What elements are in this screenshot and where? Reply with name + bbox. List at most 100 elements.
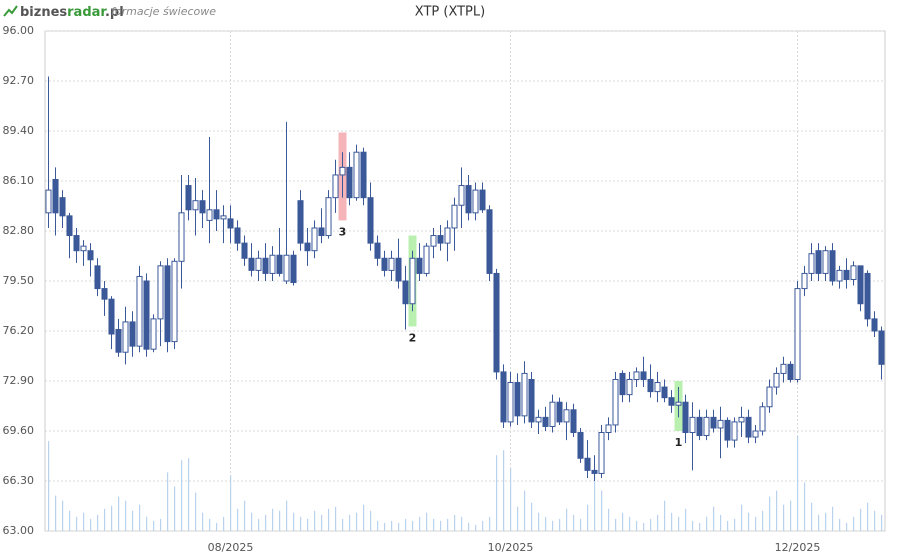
volume-bar — [482, 520, 484, 531]
chart-title: XTP (XTPL) — [415, 5, 485, 20]
volume-bar — [398, 522, 400, 531]
candle-body — [360, 151, 367, 199]
y-tick-label: 92.70 — [3, 74, 35, 87]
volume-bar — [111, 505, 113, 531]
volume-bar — [195, 492, 197, 531]
candle-body — [367, 197, 374, 244]
candle-body — [570, 409, 577, 434]
volume-bar — [118, 496, 120, 531]
candle-body — [430, 235, 437, 247]
logo-icon — [3, 5, 18, 17]
volume-bar — [132, 510, 134, 531]
volume-bar — [594, 466, 596, 531]
volume-bar — [538, 512, 540, 531]
candle-body — [283, 254, 290, 282]
volume-bar — [328, 508, 330, 531]
volume-bar — [377, 520, 379, 531]
volume-bar — [510, 468, 512, 531]
volume-bar — [860, 508, 862, 531]
volume-bar — [769, 496, 771, 531]
volume-bar — [804, 482, 806, 531]
volume-bar — [426, 512, 428, 531]
volume-bar — [846, 522, 848, 531]
volume-bar — [167, 472, 169, 531]
volume-bar — [881, 514, 883, 531]
volume-bar — [503, 450, 505, 531]
candle-body — [255, 257, 262, 271]
volume-bar — [370, 510, 372, 531]
candle-body — [843, 269, 850, 280]
volume-bar — [461, 516, 463, 531]
candle-body — [689, 416, 696, 434]
volume-bar — [517, 506, 519, 531]
candle-body — [535, 416, 542, 423]
y-tick-label: 66.30 — [3, 474, 35, 487]
candle-body — [304, 242, 311, 252]
volume-bar — [321, 514, 323, 531]
candle-body — [381, 257, 388, 271]
volume-bar — [146, 516, 148, 531]
candle-body — [864, 272, 871, 320]
candle-body — [416, 257, 423, 274]
candle-body — [766, 386, 773, 408]
volume-bar — [797, 436, 799, 531]
candle-body — [234, 227, 241, 244]
candle-body — [500, 371, 507, 423]
volume-bar — [475, 524, 477, 531]
logo-text: biznesradar.pl — [20, 5, 124, 20]
volume-bar — [62, 500, 64, 531]
candle-body — [591, 469, 598, 474]
volume-bar — [741, 504, 743, 531]
volume-bar — [314, 510, 316, 531]
subtitle: formacje świecowe — [111, 5, 216, 18]
candle-body — [871, 318, 878, 332]
volume-bar — [685, 508, 687, 531]
candle-body — [661, 386, 668, 399]
y-tick-label: 82.80 — [3, 224, 35, 237]
candle-body — [710, 416, 717, 429]
candle-body — [199, 200, 206, 214]
volume-bar — [818, 514, 820, 531]
candle-body — [675, 401, 682, 406]
logo: biznesradar.pl — [3, 5, 124, 20]
candle-body — [52, 178, 59, 214]
candle-body — [619, 372, 626, 396]
candle-body — [633, 371, 640, 380]
volume-bar — [160, 518, 162, 531]
candle-body — [73, 235, 80, 252]
volume-bar — [188, 458, 190, 531]
volume-bar — [629, 516, 631, 531]
y-tick-label: 63.00 — [3, 524, 35, 537]
candle-body — [346, 166, 353, 199]
candle-body — [626, 378, 633, 396]
volume-bar — [153, 520, 155, 531]
volume-bar — [279, 510, 281, 531]
candle-body — [94, 265, 101, 290]
volume-bar — [223, 516, 225, 531]
candle-body — [598, 432, 605, 474]
volume-bar — [55, 495, 57, 531]
y-tick-label: 72.90 — [3, 374, 35, 387]
candle-body — [227, 218, 234, 229]
logo-part: .pl — [105, 5, 124, 20]
volume-bar — [573, 514, 575, 531]
candle-body — [850, 265, 857, 280]
candle-body — [605, 424, 612, 434]
candle-body — [395, 257, 402, 282]
volume-bar — [349, 514, 351, 531]
candle-body — [157, 265, 164, 320]
candle-body — [521, 372, 528, 417]
volume-bar — [566, 508, 568, 531]
candle-body — [115, 328, 122, 353]
volume-bar — [587, 504, 589, 531]
candle-body — [402, 280, 409, 305]
volume-bar — [293, 512, 295, 531]
y-tick-label: 89.40 — [3, 124, 35, 137]
candle-body — [444, 227, 451, 244]
candle-body — [206, 209, 213, 221]
y-tick-label: 79.50 — [3, 274, 35, 287]
volume-bar — [419, 516, 421, 531]
volume-bar — [356, 512, 358, 531]
volume-bar — [839, 518, 841, 531]
candle-body — [563, 409, 570, 423]
